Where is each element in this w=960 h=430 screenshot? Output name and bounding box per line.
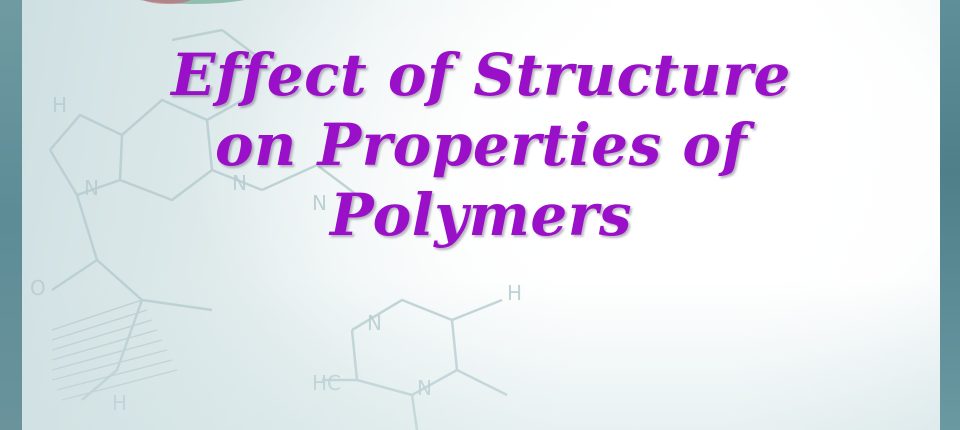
logo-decoration: [139, 0, 245, 4]
molecule-label: N: [84, 176, 99, 200]
slide-panel: H N N N O N N HC H H: [22, 0, 940, 430]
title-line-1: Effect of Structure: [171, 41, 791, 109]
right-border-strip: [940, 0, 960, 430]
molecule-label: O: [30, 276, 46, 300]
title-line-3: Polymers: [330, 181, 632, 249]
molecule-label: HC: [312, 371, 341, 395]
molecule-label: N: [232, 171, 247, 195]
molecule-label: H: [112, 391, 127, 415]
molecule-label: H: [52, 93, 67, 117]
molecule-label: N: [367, 311, 382, 335]
title-line-2: on Properties of: [214, 111, 748, 179]
slide-title: Effect of Structure on Properties of Pol…: [22, 40, 940, 250]
molecule-label: H: [507, 281, 522, 305]
molecule-label: N: [312, 191, 327, 215]
left-border-strip: [0, 0, 22, 430]
molecule-label: N: [417, 376, 432, 400]
